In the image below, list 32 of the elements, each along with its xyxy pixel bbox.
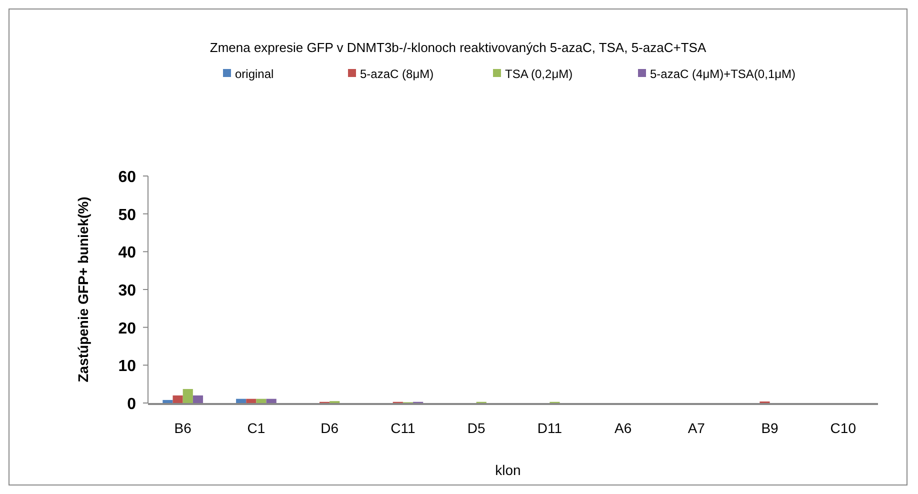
bar bbox=[256, 398, 266, 403]
bar bbox=[246, 398, 256, 403]
x-tick-label: D5 bbox=[467, 420, 486, 436]
y-tick-label: 60 bbox=[118, 169, 136, 186]
y-tick-label: 20 bbox=[118, 320, 136, 338]
x-tick-label: D6 bbox=[320, 420, 339, 436]
legend-label: TSA (0,2μM) bbox=[505, 67, 573, 81]
x-tick-label: A6 bbox=[614, 420, 632, 436]
bar bbox=[162, 400, 173, 403]
y-tick-label: 0 bbox=[127, 396, 136, 413]
x-axis-title: klon bbox=[495, 462, 521, 478]
legend-label: 5-azaC (8μM) bbox=[360, 67, 434, 81]
legend-label: original bbox=[235, 67, 274, 81]
y-tick-label: 10 bbox=[118, 358, 136, 376]
x-tick-label: C11 bbox=[390, 420, 416, 436]
bar bbox=[266, 398, 276, 403]
y-tick-label: 40 bbox=[118, 244, 136, 262]
x-tick-label: D11 bbox=[537, 420, 562, 436]
x-tick-label: C1 bbox=[247, 420, 266, 436]
chart-title: Zmena expresie GFP v DNMT3b-/-klonoch reaktivovaných 5-azaC, TSA, 5-azaC+TSA bbox=[210, 40, 706, 55]
y-axis-title: Zastúpenie GFP+ buniek(%) bbox=[75, 196, 91, 382]
legend-label: 5-azaC (4μM)+TSA(0,1μM) bbox=[650, 67, 796, 81]
x-tick-label: B6 bbox=[174, 420, 192, 436]
bar bbox=[172, 395, 183, 403]
x-tick-label: A7 bbox=[688, 420, 706, 436]
bar bbox=[182, 389, 193, 403]
bar bbox=[236, 398, 246, 403]
bar bbox=[192, 395, 204, 403]
x-tick-label: C10 bbox=[830, 420, 856, 436]
y-tick-label: 50 bbox=[118, 206, 136, 224]
y-tick-label: 30 bbox=[118, 282, 136, 300]
x-tick-label: B9 bbox=[761, 420, 779, 436]
